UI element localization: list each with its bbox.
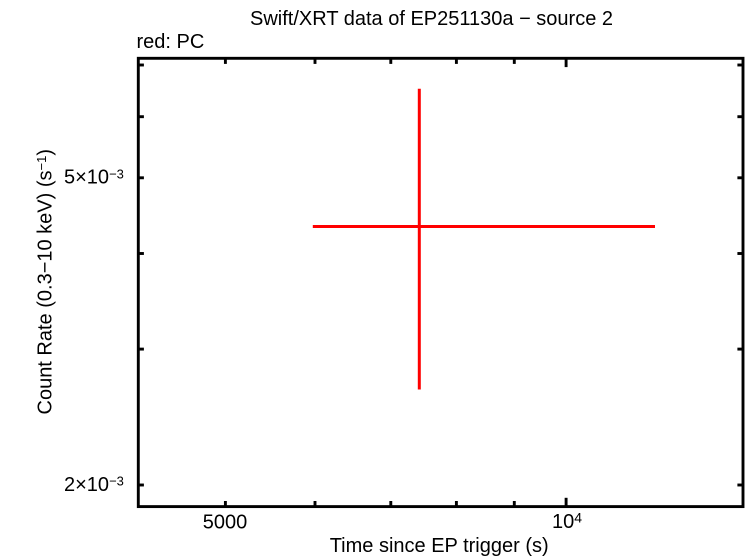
svg-text:5×10−3: 5×10−3 [64, 167, 124, 189]
svg-text:Count Rate (0.3−10 keV) (s−1): Count Rate (0.3−10 keV) (s−1) [34, 149, 56, 415]
svg-text:5000: 5000 [203, 512, 248, 534]
svg-text:red: PC: red: PC [137, 31, 205, 53]
svg-text:2×10−3: 2×10−3 [64, 474, 124, 496]
svg-text:104: 104 [552, 510, 582, 533]
svg-text:Swift/XRT data of EP251130a −: Swift/XRT data of EP251130a − source 2 [250, 8, 613, 30]
svg-text:Time since EP trigger (s): Time since EP trigger (s) [330, 535, 549, 557]
